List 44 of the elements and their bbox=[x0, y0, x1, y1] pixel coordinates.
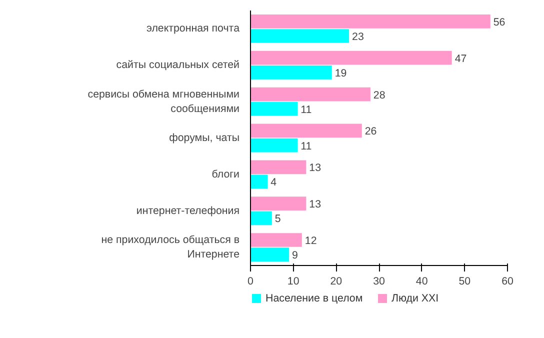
bar bbox=[250, 196, 306, 210]
data-label: 5 bbox=[274, 213, 281, 226]
x-tick-label: 30 bbox=[373, 276, 385, 288]
data-label: 13 bbox=[309, 198, 322, 211]
bar bbox=[250, 233, 302, 247]
bar bbox=[250, 14, 490, 28]
data-label: 11 bbox=[300, 104, 312, 116]
y-tick-label: сервисы обмена мгновенными сообщениями bbox=[88, 88, 240, 115]
x-tick-label: 10 bbox=[287, 276, 300, 288]
x-tick-label: 40 bbox=[416, 276, 428, 288]
bar bbox=[250, 248, 290, 262]
data-label: 13 bbox=[309, 162, 322, 174]
x-tick-label: 20 bbox=[330, 276, 342, 288]
bar bbox=[250, 160, 306, 174]
bar bbox=[250, 29, 350, 43]
data-label: 11 bbox=[300, 140, 312, 152]
data-label: 26 bbox=[364, 126, 377, 138]
data-label: 19 bbox=[334, 67, 347, 80]
bar bbox=[250, 50, 452, 65]
bar bbox=[250, 138, 298, 152]
x-tick-label: 0 bbox=[248, 276, 254, 288]
y-tick-label: сайты социальных сетей bbox=[116, 59, 240, 72]
y-tick-label: не приходилось общаться в Интернете bbox=[101, 234, 240, 260]
x-tick-label: 60 bbox=[502, 276, 514, 288]
data-label: 4 bbox=[270, 176, 277, 189]
data-label: 47 bbox=[454, 52, 467, 65]
data-label: 12 bbox=[304, 235, 317, 247]
legend-label: Население в целом bbox=[266, 292, 363, 304]
bar bbox=[250, 211, 272, 226]
bar bbox=[250, 87, 370, 102]
data-label: 28 bbox=[373, 89, 386, 102]
bar bbox=[250, 124, 362, 138]
data-label: 56 bbox=[493, 16, 506, 28]
y-tick-label: форумы, чаты bbox=[169, 132, 240, 144]
bar bbox=[250, 174, 268, 189]
legend-label: Люди XXI bbox=[392, 292, 439, 304]
bar bbox=[250, 102, 298, 116]
bar bbox=[250, 66, 332, 80]
y-tick-label: блоги bbox=[212, 168, 240, 180]
y-tick-label: интернет-телефония bbox=[136, 204, 240, 217]
data-label: 9 bbox=[292, 250, 298, 262]
data-label: 23 bbox=[352, 31, 364, 43]
y-tick-label: электронная почта bbox=[146, 22, 240, 35]
x-tick-label: 50 bbox=[458, 276, 471, 288]
